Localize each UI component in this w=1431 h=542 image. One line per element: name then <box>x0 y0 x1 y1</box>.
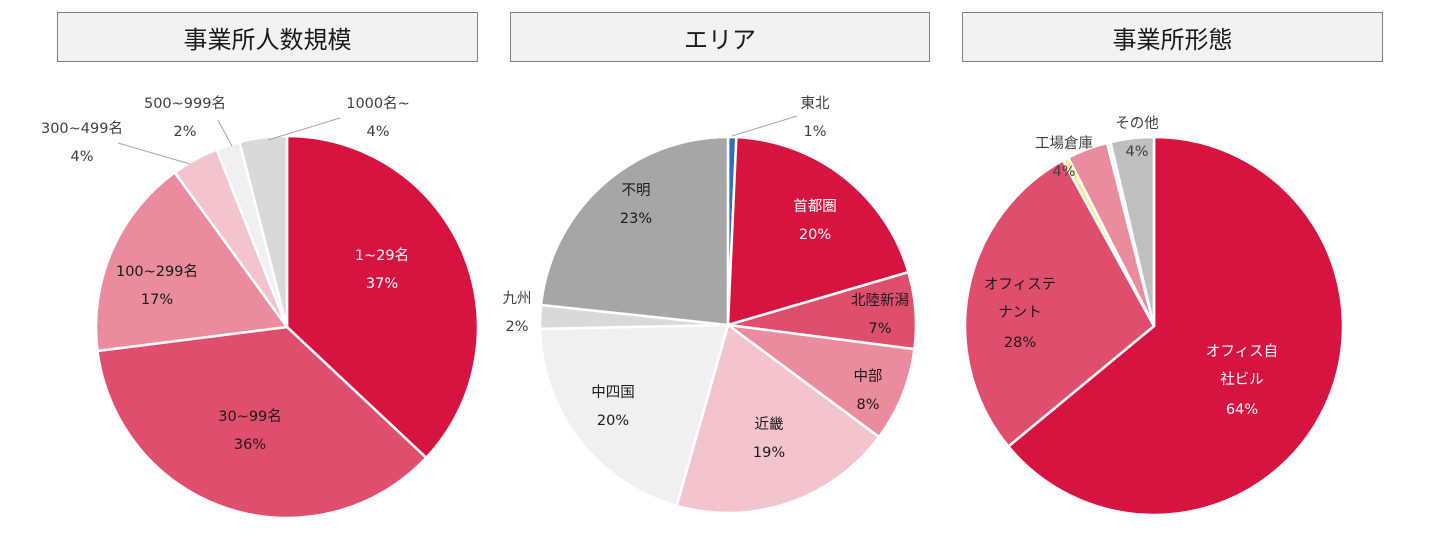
pie-0-label-3-line-0: 300~499名 <box>41 120 123 137</box>
pie-2-label-3-line-0: 工場倉庫 <box>1035 135 1093 152</box>
pie-0-label-5-line-0: 1000名~ <box>346 95 410 112</box>
pie-1-label-4-line-0: 近畿 <box>755 416 784 433</box>
pie-1-label-4-line-1: 19% <box>753 445 785 461</box>
pie-0-label-1-line-0: 30~99名 <box>218 408 282 425</box>
pie-2-label-0-line-1: 社ビル <box>1220 371 1264 388</box>
pie-0-label-0-line-1: 37% <box>366 276 398 292</box>
pie-2-label-1-line-2: 28% <box>1004 335 1036 351</box>
pie-1-label-6-line-0: 九州 <box>503 290 532 307</box>
pie-1-slice-7 <box>539 135 730 327</box>
pie-2-label-0-line-0: オフィス自 <box>1206 343 1278 360</box>
pie-0-label-0-line-0: 1~29名 <box>355 247 409 264</box>
pie-1-leader-line-0 <box>731 115 798 137</box>
pie-0-label-5-line-1: 4% <box>366 124 389 140</box>
pie-2-label-0-line-2: 64% <box>1226 402 1258 418</box>
pie-1-label-7-line-0: 不明 <box>622 183 651 199</box>
pie-0-leader-line-3 <box>117 142 191 165</box>
pie-0-slice-5 <box>237 134 289 328</box>
pie-1-label-3-line-0: 中部 <box>854 368 883 385</box>
pie-0-leader-line-4 <box>217 119 233 147</box>
pie-0-slice-1 <box>96 325 429 520</box>
chart-title-area: エリア <box>510 12 930 62</box>
pie-1-label-5-line-0: 中四国 <box>591 384 635 401</box>
pie-1-slice-5 <box>538 323 730 508</box>
pie-2-label-5-line-0: その他 <box>1115 115 1159 132</box>
pie-0-slice-2 <box>94 170 290 353</box>
pie-1-label-1-line-1: 20% <box>799 227 831 243</box>
pie-1-label-7-line-1: 23% <box>620 211 652 227</box>
pie-0-label-4-line-1: 2% <box>173 124 196 140</box>
pie-0-label-2-line-1: 17% <box>141 292 173 308</box>
pie-1-label-2-line-0: 北陸新潟 <box>851 292 909 309</box>
pie-1-label-2-line-1: 7% <box>868 321 891 337</box>
pie-2-label-1-line-1: ナント <box>998 305 1042 321</box>
pie-1-label-0-line-0: 東北 <box>801 95 830 112</box>
pie-2-label-5-line-1: 4% <box>1125 144 1148 160</box>
pie-0-label-3-line-1: 4% <box>70 149 93 165</box>
pie-0-label-4-line-0: 500~999名 <box>144 95 226 112</box>
pie-2-label-1-line-0: オフィステ <box>984 277 1056 293</box>
pie-0-label-2-line-0: 100~299名 <box>116 263 198 280</box>
pie-2-label-3-line-1: 4% <box>1052 164 1075 180</box>
pie-1-slice-4 <box>675 322 881 515</box>
pie-0-leader-line-5 <box>267 117 341 141</box>
pie-1-label-3-line-1: 8% <box>856 397 879 413</box>
pie-1-label-5-line-1: 20% <box>597 413 629 429</box>
pie-1-slice-3 <box>723 323 916 439</box>
pie-1-slice-1 <box>726 135 910 327</box>
pie-2-slice-0 <box>1006 135 1345 517</box>
pie-2-slice-1 <box>963 158 1156 449</box>
chart-title-employee-size: 事業所人数規模 <box>57 12 478 62</box>
pie-1-label-1-line-0: 首都圏 <box>793 198 837 215</box>
pie-0-slice-0 <box>285 134 480 460</box>
pie-1-label-0-line-1: 1% <box>803 124 826 140</box>
pie-0-label-1-line-1: 36% <box>234 437 266 453</box>
pie-2-slice-5 <box>1108 135 1156 327</box>
chart-title-office-type: 事業所形態 <box>962 12 1383 62</box>
pie-1-label-6-line-1: 2% <box>505 319 528 335</box>
